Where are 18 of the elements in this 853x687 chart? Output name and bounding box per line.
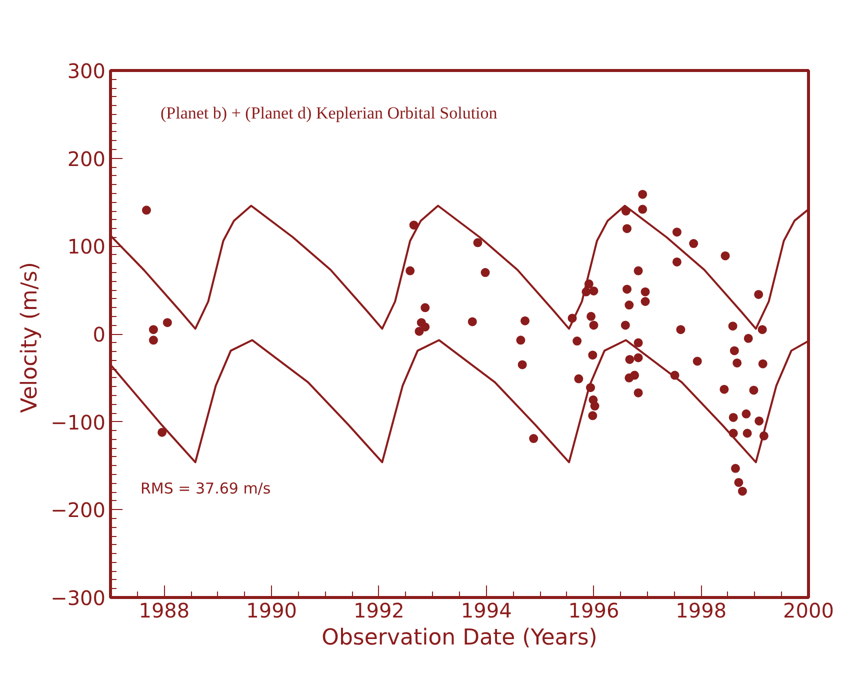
y-tick-label: 200 xyxy=(67,146,106,171)
y-tick-label: 100 xyxy=(67,234,106,259)
x-tick-label: 1992 xyxy=(354,598,404,622)
annotation: RMS = 37.69 m/s xyxy=(140,480,271,498)
y-tick-label: −200 xyxy=(50,498,106,522)
y-tick-label: −300 xyxy=(50,586,106,610)
x-tick-label: 1996 xyxy=(568,598,620,622)
x-tick-label: 1998 xyxy=(676,598,727,622)
x-tick-label: 1994 xyxy=(460,598,512,622)
x-tick-label: 1990 xyxy=(246,598,298,622)
x-tick-label: 2000 xyxy=(783,598,834,622)
y-tick-label: 300 xyxy=(67,59,106,83)
y-tick-label: 0 xyxy=(92,322,106,346)
y-axis-title: Velocity (m/s) xyxy=(18,262,43,413)
y-tick-label: −100 xyxy=(50,410,106,434)
x-tick-label: 1988 xyxy=(138,598,190,622)
x-axis-title: Observation Date (Years) xyxy=(322,626,598,650)
annotation: (Planet b) + (Planet d) Keplerian Orbital Solution xyxy=(160,104,498,122)
